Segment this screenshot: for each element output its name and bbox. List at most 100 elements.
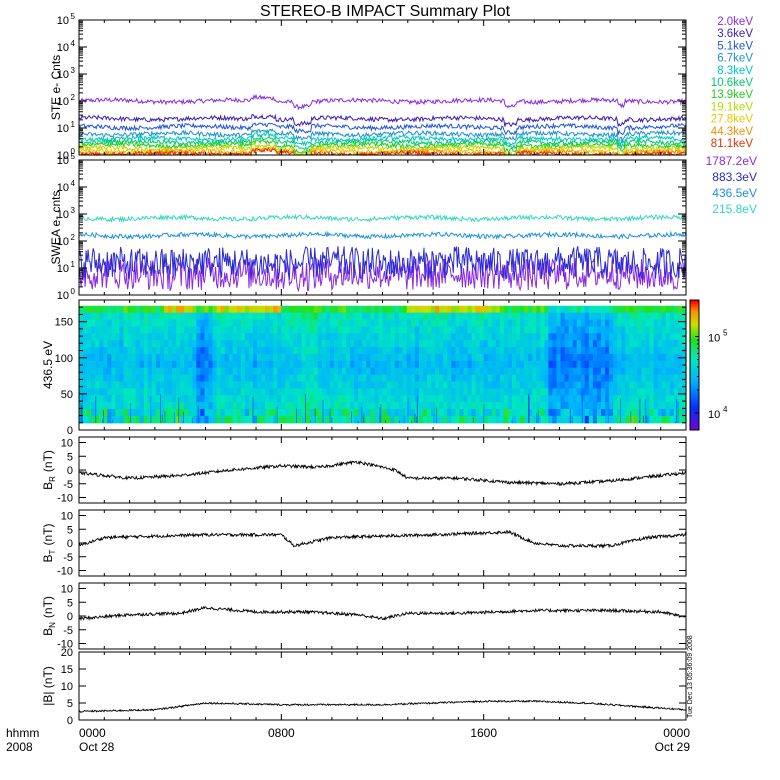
- heatmap-cell: [605, 333, 610, 341]
- y-tick-exponent: 0: [71, 287, 76, 296]
- heatmap-cell: [459, 326, 465, 334]
- heatmap-cell: [390, 333, 396, 341]
- heatmap-cell: [358, 374, 363, 383]
- heatmap-cell: [301, 360, 307, 369]
- heatmap-cell: [394, 319, 400, 328]
- colorbar-step: [690, 336, 699, 340]
- heatmap-cell: [463, 353, 469, 362]
- heatmap-cell: [135, 312, 141, 321]
- heatmap-cell: [673, 326, 679, 334]
- heatmap-cell: [499, 374, 505, 383]
- heatmap-cell: [305, 326, 311, 334]
- heatmap-cell: [269, 395, 274, 403]
- heatmap-cell: [79, 305, 84, 314]
- heatmap-cell: [536, 305, 541, 314]
- heatmap-cell: [410, 347, 416, 355]
- heatmap-cell: [596, 353, 602, 362]
- heatmap-cell: [99, 347, 104, 355]
- heatmap-cell: [431, 353, 436, 362]
- heatmap-cell: [414, 312, 420, 321]
- heatmap-cell: [248, 305, 254, 314]
- heatmap-cell: [342, 353, 347, 362]
- heatmap-cell: [289, 367, 295, 376]
- heatmap-cell: [621, 312, 626, 321]
- heatmap-cell: [609, 360, 614, 369]
- heatmap-cell: [91, 381, 96, 389]
- heatmap-cell: [657, 367, 663, 376]
- heatmap-cell: [625, 395, 630, 403]
- heatmap-cell: [422, 395, 428, 403]
- heatmap-cell: [572, 409, 578, 417]
- heatmap-cell: [451, 326, 456, 334]
- heatmap-cell: [580, 347, 586, 355]
- heatmap-cell: [564, 333, 570, 341]
- heatmap-cell: [568, 353, 574, 362]
- heatmap-cell: [269, 381, 274, 389]
- y-tick-label: 0: [67, 425, 73, 437]
- heatmap-cell: [471, 347, 477, 355]
- heatmap-cell: [435, 312, 440, 321]
- y-tick-base: 10: [57, 96, 69, 108]
- heatmap-cell: [552, 374, 558, 383]
- heatmap-cell: [285, 374, 291, 383]
- heatmap-cell: [613, 319, 618, 328]
- heatmap-cell: [459, 415, 465, 424]
- heatmap-cell: [188, 381, 193, 389]
- heatmap-cell: [568, 374, 574, 383]
- heatmap-cell: [629, 312, 634, 321]
- heatmap-cell: [309, 353, 315, 362]
- heatmap-cell: [633, 367, 639, 376]
- heatmap-cell: [673, 388, 679, 396]
- heatmap-cell: [204, 312, 210, 321]
- series-2.0keV: [78, 93, 687, 111]
- heatmap-cell: [127, 360, 133, 369]
- heatmap-cell: [427, 374, 432, 383]
- heatmap-cell: [592, 402, 598, 410]
- heatmap-cell: [677, 409, 683, 417]
- heatmap-cell: [479, 409, 485, 417]
- heatmap-cell: [188, 319, 193, 328]
- heatmap-cell: [139, 353, 145, 362]
- heatmap-cell: [143, 388, 149, 396]
- heatmap-cell: [79, 367, 84, 376]
- heatmap-cell: [208, 395, 214, 403]
- colorbar-step: [690, 347, 699, 351]
- y-tick-label: 10: [61, 584, 73, 596]
- heatmap-cell: [455, 388, 460, 396]
- heatmap-cell: [313, 326, 319, 334]
- heatmap-cell: [410, 402, 416, 410]
- heatmap-cell: [163, 374, 169, 383]
- heatmap-cell: [200, 409, 206, 417]
- y-tick-exponent: 2: [71, 233, 76, 242]
- heatmap-cell: [681, 312, 687, 321]
- heatmap-cell: [257, 374, 262, 383]
- heatmap-cell: [131, 312, 137, 321]
- heatmap-cell: [601, 312, 606, 321]
- heatmap-cell: [483, 360, 489, 369]
- heatmap-cell: [447, 319, 452, 328]
- heatmap-cell: [91, 360, 96, 369]
- heatmap-cell: [180, 312, 185, 321]
- heatmap-cell: [366, 388, 371, 396]
- heatmap-cell: [261, 353, 266, 362]
- heatmap-cell: [285, 360, 291, 369]
- heatmap-cell: [99, 312, 104, 321]
- heatmap-cell: [220, 360, 226, 369]
- heatmap-cell: [495, 381, 501, 389]
- heatmap-cell: [414, 353, 420, 362]
- heatmap-cell: [248, 415, 254, 424]
- heatmap-cell: [540, 367, 545, 376]
- heatmap-cell: [350, 402, 355, 410]
- heatmap-cell: [362, 409, 367, 417]
- heatmap-cell: [131, 388, 137, 396]
- heatmap-cell: [491, 305, 497, 314]
- heatmap-cell: [463, 312, 469, 321]
- legend-entry: 2.0keV: [717, 16, 753, 28]
- heatmap-cell: [180, 360, 185, 369]
- heatmap-cell: [596, 388, 602, 396]
- heatmap-cell: [358, 333, 363, 341]
- heatmap-cell: [362, 312, 367, 321]
- heatmap-cell: [333, 381, 339, 389]
- heatmap-cell: [382, 374, 388, 383]
